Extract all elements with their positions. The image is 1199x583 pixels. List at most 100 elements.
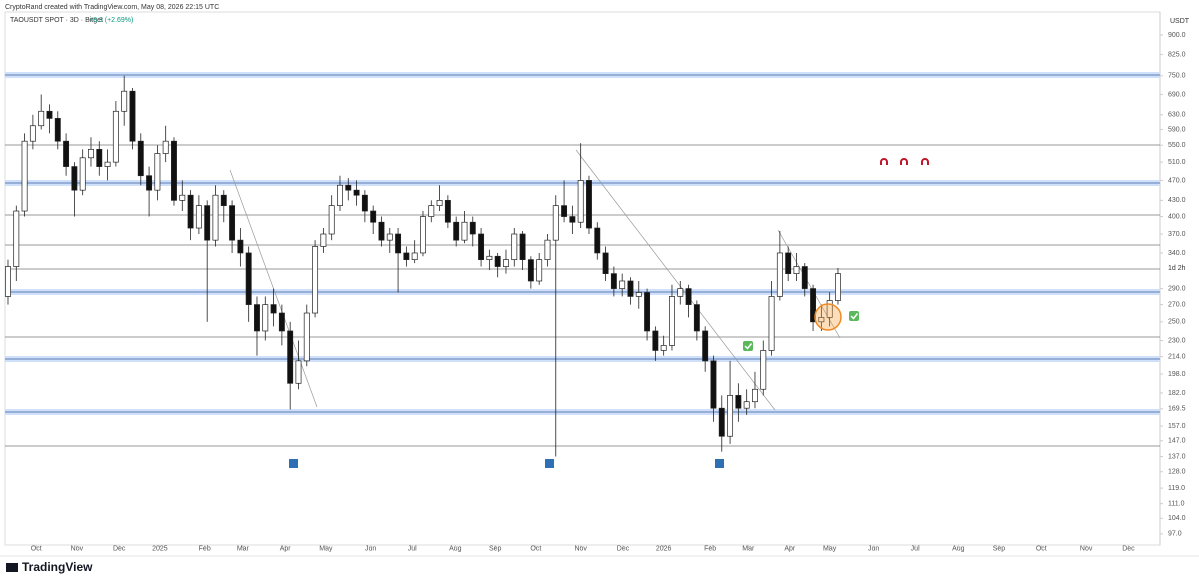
y-tick-label: 750.0 [1168,73,1186,80]
y-tick-label: 430.0 [1168,197,1186,204]
x-tick-label: Jun [868,545,879,552]
candle-body [187,194,194,229]
trendline [229,169,318,408]
candle-body [146,175,153,191]
y-tick-label: 290.0 [1168,285,1186,292]
x-tick-label: May [823,545,837,552]
y-unit: USDT [1170,18,1190,25]
x-tick-label: Nov [574,545,587,552]
candle-body [486,255,493,260]
x-tick-label: Nov [71,545,84,552]
candle-body [727,395,734,437]
symbol: TAOUSDT SPOT · 3D · Bitget [10,17,103,24]
candle-body [511,233,518,260]
countdown: 1d 2h [1168,265,1186,272]
candle-body [195,205,202,229]
y-tick-label: 119.0 [1168,485,1185,492]
candle-body [112,110,119,163]
candle-body [21,140,28,212]
candle-body [793,266,800,274]
candle-body [54,118,61,142]
candle-body [619,280,626,289]
y-tick-label: 400.0 [1168,213,1186,220]
candle-body [270,304,277,314]
check-mark [744,343,753,350]
candle-body [88,148,94,159]
candle-body [38,110,45,127]
candle-body [627,280,634,297]
candle-body [685,288,692,305]
candle-body [644,292,651,332]
x-tick-label: Feb [199,545,211,552]
candle-body [519,233,526,260]
x-tick-label: Sep [993,545,1006,552]
y-tick-label: 270.0 [1168,301,1186,308]
candle-body [320,233,327,247]
y-tick-label: 157.0 [1168,423,1186,430]
candle-body [453,221,460,241]
y-tick-label: 230.0 [1168,337,1186,344]
candle-body [96,148,103,167]
x-tick-label: 2025 [152,545,168,552]
candle-body [237,239,244,254]
candle-body [826,300,833,318]
candle-body [328,205,335,235]
candle-body [71,166,78,191]
candle-body [669,296,675,346]
candle-body [785,252,792,274]
x-tick-label: Apr [280,545,292,552]
candle-body [361,194,368,212]
x-tick-label: Dec [617,545,630,552]
candle-body [835,273,841,301]
candle-body [220,194,227,206]
candle-body [179,194,186,201]
candle-body [46,110,53,119]
candle-body [378,221,385,241]
candle-body [810,288,817,323]
candle-body [162,140,169,154]
x-tick-label: Nov [1080,545,1093,552]
candle-body [743,401,750,409]
y-tick-label: 182.0 [1168,390,1186,397]
y-tick-label: 111.0 [1168,501,1185,508]
candle-body [527,259,534,282]
y-tick-label: 690.0 [1168,91,1186,98]
candle-body [129,90,136,142]
candle-body [353,189,360,196]
check-icon [849,311,859,321]
highlight-circle [814,303,842,331]
candle-body [461,221,468,241]
y-tick-label: 340.0 [1168,250,1186,257]
y-tick-label: 590.0 [1168,126,1186,133]
y-tick-label: 250.0 [1168,319,1186,326]
x-tick-label: Aug [952,545,965,552]
candle-body [395,233,402,254]
candle-body [403,252,410,260]
candle-body [5,266,11,297]
candle-body [345,184,352,191]
candle-body [776,252,783,297]
y-tick-label: 510.0 [1168,159,1186,166]
y-tick-label: 169.5 [1168,406,1186,413]
candle-body [569,216,576,223]
markers [289,158,929,468]
candle-body [561,205,568,217]
y-tick-label: 104.0 [1168,515,1186,522]
y-tick-label: 630.0 [1168,112,1186,119]
x-tick-label: Mar [237,545,250,552]
logo-mark [6,563,18,572]
credit: CryptoRand created with TradingView.com,… [5,4,219,11]
candle-body [370,210,377,223]
candle-body [478,233,485,260]
candle-body [610,273,617,289]
candle-body [768,296,775,351]
candle-body [444,200,451,223]
x-tick-label: Oct [530,545,541,552]
candle-body [503,259,509,267]
x-tick-label: May [319,545,333,552]
magnet-icon [921,158,929,165]
candle-body [652,330,659,351]
y-tick-label: 137.0 [1168,453,1186,460]
candle-body [212,194,219,241]
candle-body [677,288,684,297]
